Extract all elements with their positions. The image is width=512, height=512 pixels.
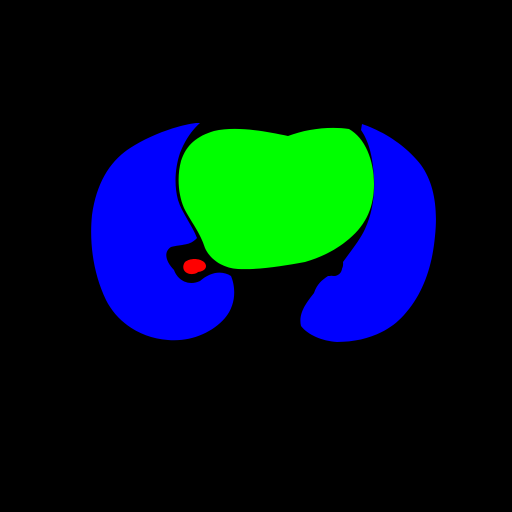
right-dark-spot: [326, 260, 342, 276]
